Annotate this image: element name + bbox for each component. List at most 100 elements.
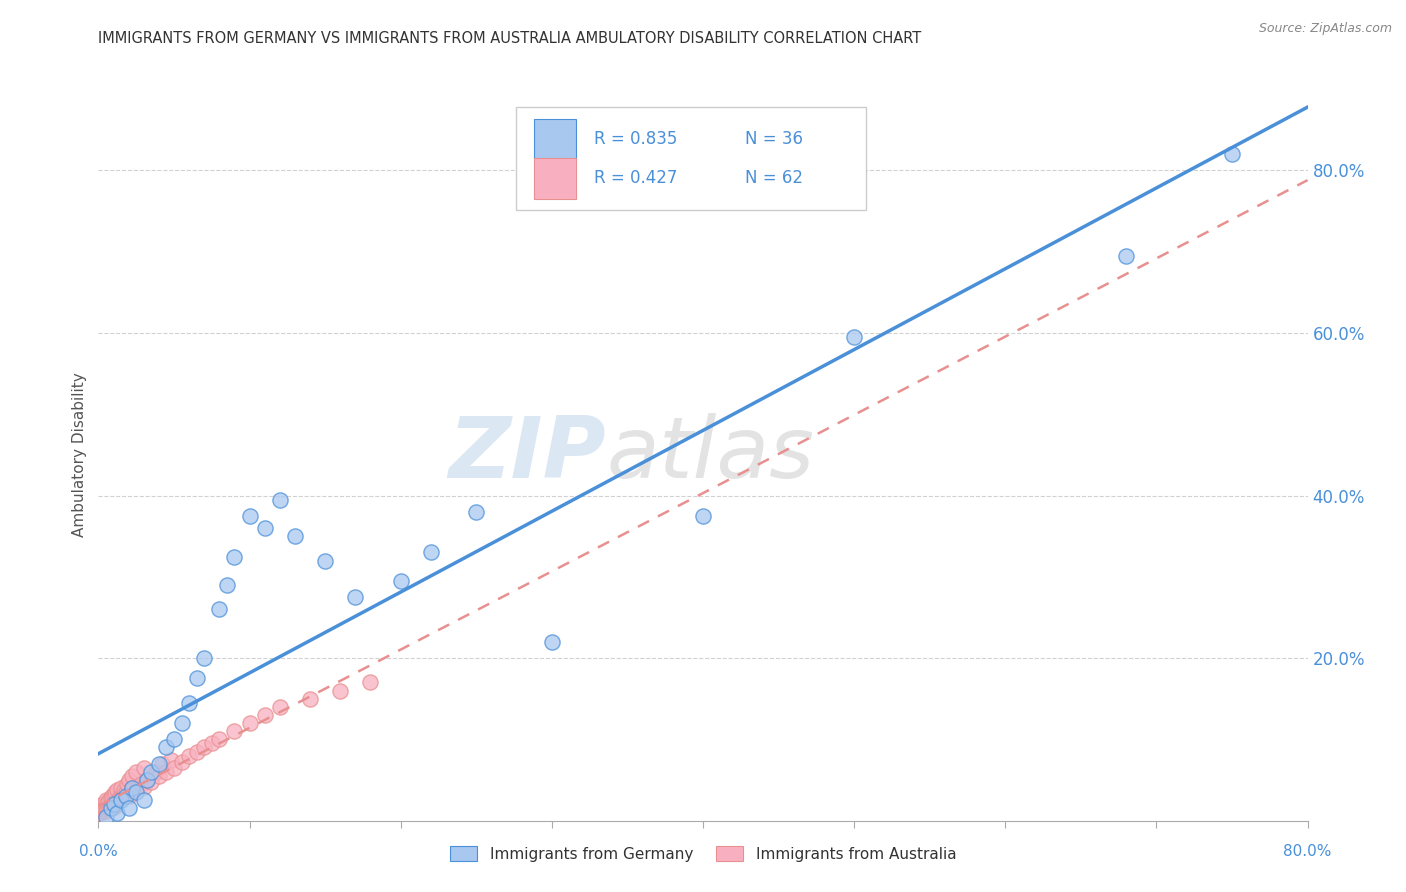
Point <box>96 802 118 816</box>
Point <box>135 772 157 787</box>
Point <box>224 549 246 564</box>
Point <box>132 793 155 807</box>
Point <box>101 800 124 814</box>
Text: R = 0.835: R = 0.835 <box>595 130 678 148</box>
Point <box>419 545 441 559</box>
Point <box>692 508 714 523</box>
Point <box>269 492 291 507</box>
Point <box>177 748 201 763</box>
Point <box>208 602 231 616</box>
Point <box>110 793 132 807</box>
Point <box>100 799 122 814</box>
Point <box>110 781 132 796</box>
Point <box>163 761 186 775</box>
Point <box>89 805 111 820</box>
Point <box>94 799 117 814</box>
Point <box>465 505 488 519</box>
Point <box>100 801 122 815</box>
Point <box>115 777 138 791</box>
Point <box>148 756 170 771</box>
Point <box>118 789 141 804</box>
Point <box>104 799 127 814</box>
Point <box>163 732 186 747</box>
Point <box>100 790 122 805</box>
Point <box>90 799 112 814</box>
Point <box>114 789 136 804</box>
Point <box>1115 249 1137 263</box>
Point <box>103 797 125 812</box>
Point <box>118 772 141 787</box>
Point <box>150 756 173 771</box>
Point <box>239 508 262 523</box>
Point <box>170 716 193 731</box>
Point <box>94 804 117 818</box>
Point <box>329 683 352 698</box>
Point <box>186 672 208 686</box>
Text: 80.0%: 80.0% <box>1284 845 1331 859</box>
Text: N = 36: N = 36 <box>745 130 803 148</box>
Point <box>105 805 128 820</box>
Point <box>125 785 148 799</box>
Point <box>91 803 114 817</box>
Point <box>98 801 121 815</box>
Point <box>129 777 152 791</box>
Legend: Immigrants from Germany, Immigrants from Australia: Immigrants from Germany, Immigrants from… <box>444 839 962 868</box>
Point <box>540 635 562 649</box>
Point <box>96 796 118 810</box>
Point <box>344 590 367 604</box>
Point <box>101 789 124 804</box>
Point <box>132 780 155 794</box>
Point <box>94 809 117 823</box>
Point <box>186 745 208 759</box>
Point <box>110 790 132 805</box>
Point <box>224 724 246 739</box>
Text: ZIP: ZIP <box>449 413 606 497</box>
Point <box>125 764 148 779</box>
Point <box>135 772 157 787</box>
Point <box>90 804 112 818</box>
Point <box>215 578 238 592</box>
Point <box>103 788 125 802</box>
Text: R = 0.427: R = 0.427 <box>595 169 678 187</box>
Text: atlas: atlas <box>606 413 814 497</box>
Point <box>103 797 125 812</box>
Point <box>105 782 128 797</box>
Point <box>104 785 127 799</box>
Point <box>208 732 231 747</box>
Point <box>155 740 177 755</box>
Point <box>111 788 134 802</box>
Point <box>155 764 177 779</box>
Point <box>105 796 128 810</box>
Point <box>360 675 382 690</box>
Point <box>160 753 183 767</box>
Point <box>107 793 129 807</box>
Point <box>89 801 111 815</box>
Point <box>1220 147 1243 161</box>
Bar <box>534 158 576 199</box>
Point <box>193 651 215 665</box>
Point <box>108 789 131 804</box>
Point <box>125 782 148 797</box>
Point <box>91 797 114 812</box>
Point <box>118 801 141 815</box>
Point <box>389 574 412 588</box>
Text: N = 62: N = 62 <box>745 169 803 187</box>
Point <box>299 691 322 706</box>
Point <box>94 793 117 807</box>
Point <box>284 529 307 543</box>
Point <box>148 769 170 783</box>
Point <box>132 761 155 775</box>
Y-axis label: Ambulatory Disability: Ambulatory Disability <box>72 373 87 537</box>
Point <box>145 764 167 779</box>
Point <box>98 793 121 807</box>
FancyBboxPatch shape <box>516 108 866 210</box>
Point <box>177 696 201 710</box>
Bar <box>534 119 576 159</box>
Point <box>93 801 115 815</box>
Text: 0.0%: 0.0% <box>79 845 118 859</box>
Point <box>141 774 163 789</box>
Point <box>114 785 136 799</box>
Point <box>844 330 866 344</box>
Point <box>170 755 193 769</box>
Point <box>121 781 143 796</box>
